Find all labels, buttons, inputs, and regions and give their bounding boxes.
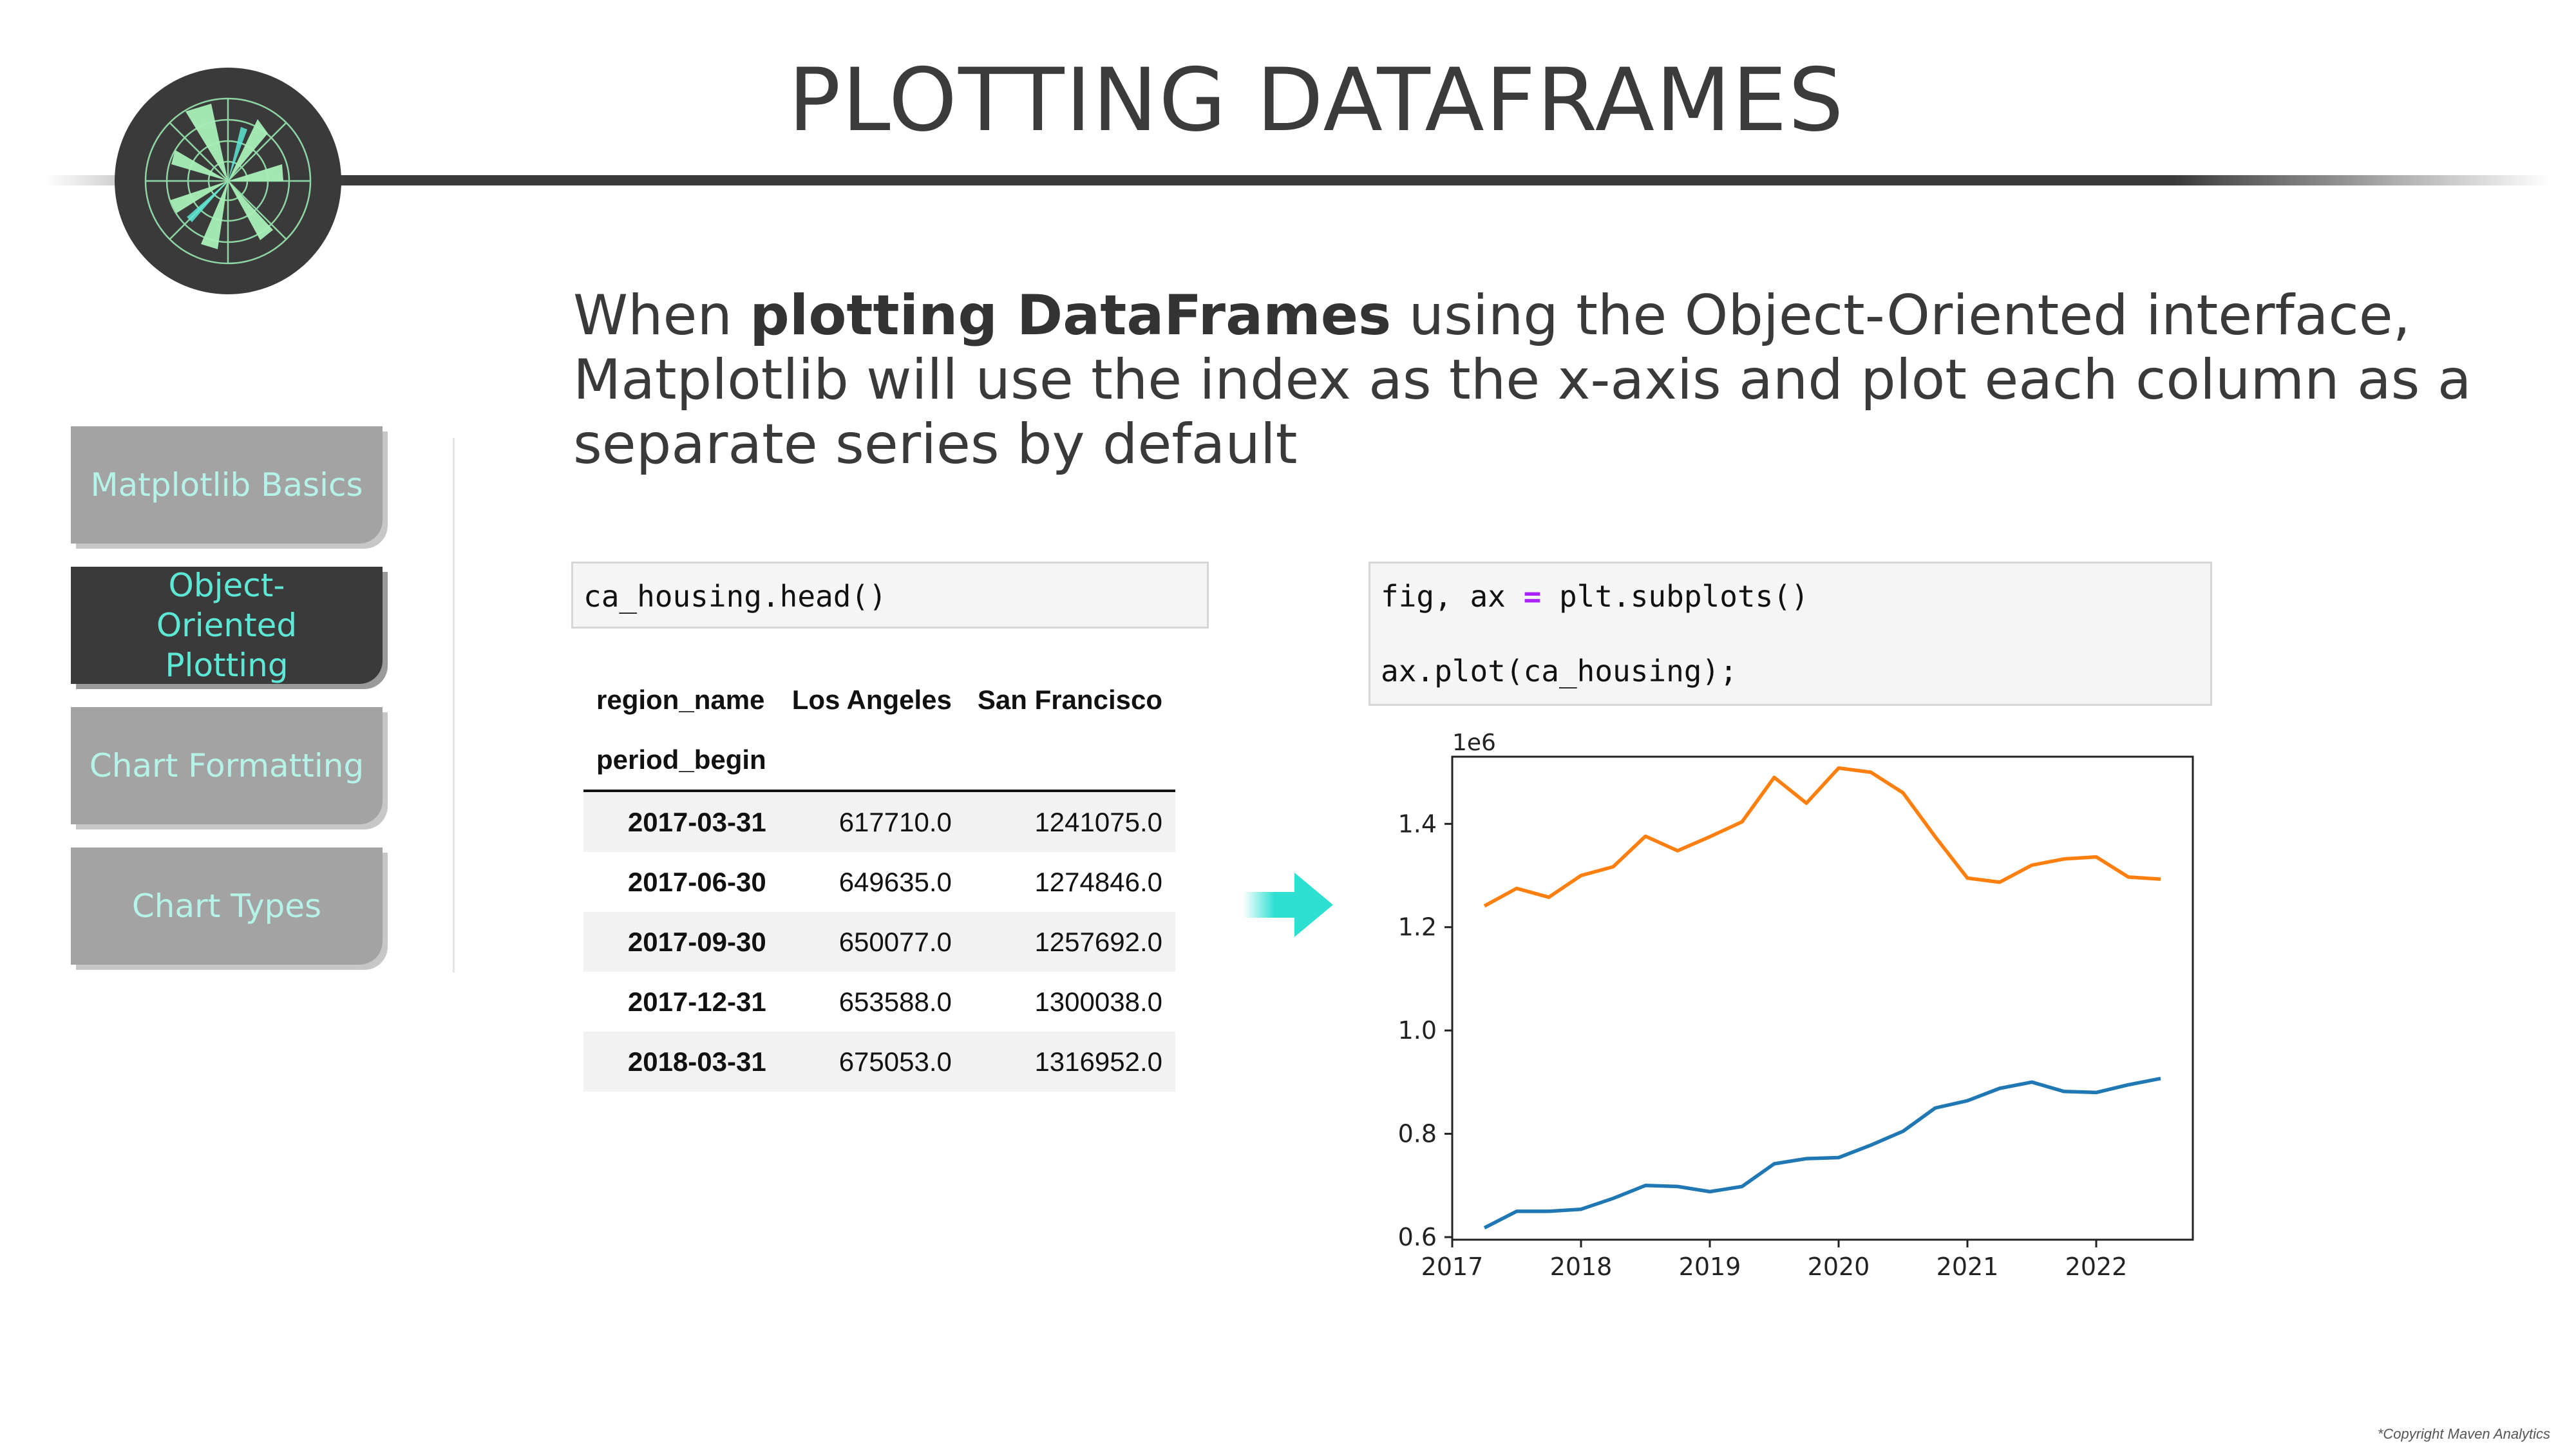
x-tick-label: 2022 <box>2065 1253 2128 1281</box>
sidebar-item-matplotlib-basics[interactable]: Matplotlib Basics <box>71 426 383 544</box>
code-line: ca_housing.head() <box>583 579 887 614</box>
copyright-text: *Copyright Maven Analytics <box>2377 1426 2550 1442</box>
table-row: 2017-09-30 650077.0 1257692.0 <box>583 912 1175 972</box>
table-row: 2017-06-30 649635.0 1274846.0 <box>583 852 1175 912</box>
sidebar-item-chart-types[interactable]: Chart Types <box>71 848 383 965</box>
sidebar-item-label: Chart Types <box>131 887 322 925</box>
title-divider <box>45 175 2550 185</box>
offset-label: 1e6 <box>1452 730 1496 756</box>
sidebar-item-label: Matplotlib Basics <box>90 466 363 504</box>
sidebar-divider <box>453 438 455 972</box>
cell-san-francisco: 1300038.0 <box>1034 986 1162 1017</box>
y-tick-label: 1.4 <box>1398 810 1437 838</box>
code-line: fig, ax = plt.subplots() <box>1381 579 1809 614</box>
series-line-1 <box>1483 1077 2161 1230</box>
cell-los-angeles: 650077.0 <box>838 926 952 957</box>
row-index: 2017-06-30 <box>627 866 766 897</box>
code-line: ax.plot(ca_housing); <box>1381 654 1738 688</box>
code-cell-plot[interactable]: fig, ax = plt.subplots() ax.plot(ca_hous… <box>1368 562 2212 706</box>
sidebar-item-label: Object-Oriented Plotting <box>156 567 298 684</box>
y-tick-label: 1.2 <box>1398 913 1437 942</box>
row-index: 2017-12-31 <box>627 986 766 1017</box>
cell-san-francisco: 1274846.0 <box>1034 866 1162 897</box>
code-cell-head[interactable]: ca_housing.head() <box>571 562 1209 629</box>
table-row: 2017-12-31 653588.0 1300038.0 <box>583 972 1175 1032</box>
column-header: Los Angeles <box>791 684 952 715</box>
column-header: San Francisco <box>977 684 1162 715</box>
sidebar-item-chart-formatting[interactable]: Chart Formatting <box>71 707 383 824</box>
cell-san-francisco: 1241075.0 <box>1034 806 1162 837</box>
x-tick-label: 2020 <box>1808 1253 1870 1281</box>
intro-emphasis: plotting DataFrames <box>750 283 1392 348</box>
plot-frame <box>1451 755 2194 1241</box>
table-row: 2017-03-31 617710.0 1241075.0 <box>583 791 1175 852</box>
index-name: period_begin <box>583 730 779 792</box>
y-tick-label: 0.8 <box>1398 1120 1437 1148</box>
x-tick-label: 2018 <box>1550 1253 1613 1281</box>
row-index: 2017-03-31 <box>627 806 766 837</box>
row-index: 2017-09-30 <box>627 926 766 957</box>
y-tick-label: 0.6 <box>1398 1223 1437 1251</box>
sidebar-item-object-oriented-plotting[interactable]: Object-Oriented Plotting <box>71 567 383 684</box>
cell-los-angeles: 649635.0 <box>838 866 952 897</box>
cell-los-angeles: 653588.0 <box>838 986 952 1017</box>
cell-san-francisco: 1316952.0 <box>1034 1046 1162 1077</box>
x-tick-label: 2017 <box>1421 1253 1484 1281</box>
row-index: 2018-03-31 <box>627 1046 766 1077</box>
x-tick-label: 2019 <box>1679 1253 1741 1281</box>
table-row: 2018-03-31 675053.0 1316952.0 <box>583 1032 1175 1092</box>
intro-text: When plotting DataFrames using the Objec… <box>573 283 2472 477</box>
cell-los-angeles: 675053.0 <box>838 1046 952 1077</box>
line-chart: 2017 2018 2019 2020 2021 2022 0.6 0.8 1.0 1.2 1.4 1… <box>1398 730 2194 1281</box>
cell-san-francisco: 1257692.0 <box>1034 926 1162 957</box>
column-header: region_name <box>596 684 765 715</box>
maven-logo-icon <box>115 68 341 294</box>
arrow-right-icon <box>1243 873 1333 937</box>
sidebar-item-label: Chart Formatting <box>89 747 365 784</box>
series-line-2 <box>1483 766 2161 908</box>
dataframe-table: region_name Los Angeles San Francisco pe… <box>583 670 1175 1092</box>
page-title: PLOTTING DATAFRAMES <box>788 50 1845 151</box>
y-tick-label: 1.0 <box>1398 1016 1437 1045</box>
x-tick-label: 2021 <box>1937 1253 1999 1281</box>
cell-los-angeles: 617710.0 <box>838 806 952 837</box>
